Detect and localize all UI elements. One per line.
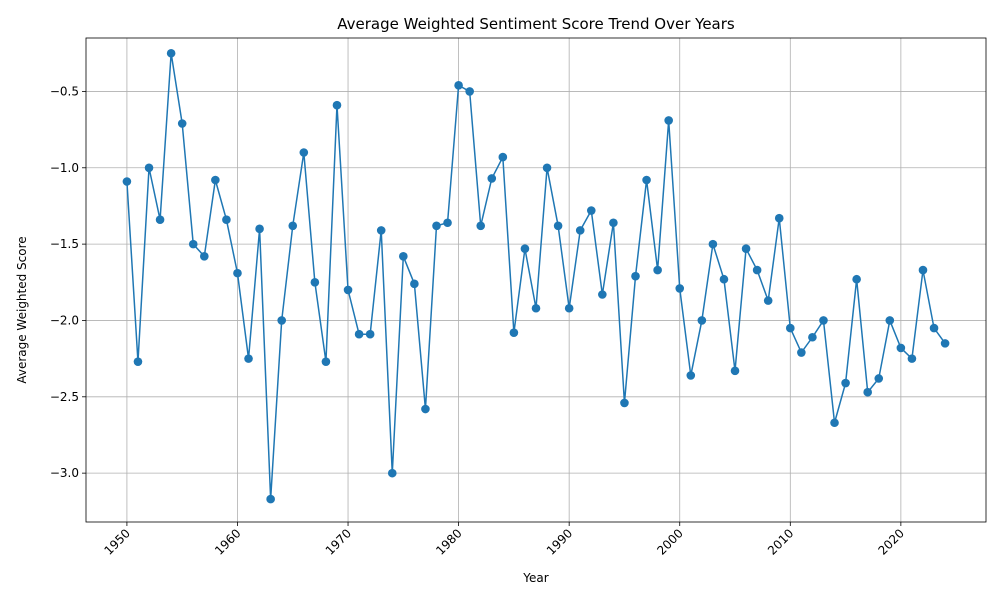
data-point (785, 323, 795, 333)
data-point (166, 48, 176, 58)
data-point (940, 339, 950, 348)
data-point (454, 81, 463, 90)
data-point (487, 174, 497, 183)
data-point (387, 468, 397, 478)
data-point (642, 175, 651, 185)
data-point (310, 277, 320, 287)
data-point (553, 221, 563, 231)
series-average-weighted-score (122, 48, 950, 504)
data-point (122, 177, 132, 186)
data-point (609, 218, 618, 228)
data-point (200, 252, 209, 261)
data-point (653, 265, 662, 275)
data-point (598, 290, 607, 299)
chart-title: Average Weighted Sentiment Score Trend O… (337, 15, 735, 33)
data-point (896, 343, 906, 353)
data-point (874, 374, 884, 383)
y-tick-label: −2.0 (50, 313, 79, 327)
data-point (885, 316, 895, 325)
data-point (299, 148, 309, 157)
data-point (664, 116, 673, 125)
data-point (763, 296, 773, 305)
data-point (498, 152, 508, 162)
data-point (288, 221, 298, 231)
y-axis-ticks: −3.0 −2.5 −2.0 −1.5 −1.0 −0.5 (50, 84, 86, 480)
data-point (354, 329, 364, 339)
data-point (177, 119, 187, 128)
data-point (211, 175, 220, 185)
data-point (730, 366, 740, 376)
data-point (432, 221, 441, 231)
data-point (631, 271, 640, 281)
data-point (620, 398, 629, 408)
data-point (819, 316, 828, 325)
data-point (774, 213, 784, 223)
data-point (863, 387, 872, 397)
y-tick-label: −1.5 (50, 237, 79, 251)
data-point (244, 354, 253, 363)
data-point (830, 418, 839, 428)
data-point (476, 221, 486, 231)
y-tick-label: −1.0 (50, 161, 79, 175)
data-point (907, 354, 917, 363)
data-point (277, 316, 287, 325)
data-point (155, 215, 165, 224)
data-point (410, 279, 419, 289)
data-point (399, 252, 408, 261)
data-point (421, 404, 430, 414)
data-point (586, 206, 596, 215)
data-point (697, 316, 707, 325)
data-point (708, 239, 718, 249)
data-point (542, 163, 552, 173)
data-point (133, 357, 143, 366)
y-axis-label: Average Weighted Score (15, 236, 29, 383)
data-point (509, 328, 519, 337)
data-point (741, 244, 751, 254)
y-tick-label: −0.5 (50, 84, 79, 98)
data-point (531, 303, 541, 313)
data-point (575, 226, 585, 235)
data-point (255, 224, 264, 234)
data-point (520, 244, 530, 254)
data-point (233, 268, 242, 278)
data-point (752, 265, 762, 275)
data-point (376, 226, 386, 235)
data-point (365, 329, 375, 339)
x-axis-label: Year (522, 571, 548, 585)
data-point (929, 323, 939, 333)
data-point (841, 378, 850, 388)
data-point (222, 215, 231, 224)
data-point (443, 218, 452, 228)
data-point (686, 371, 696, 380)
data-point (465, 87, 474, 96)
data-point (675, 284, 685, 293)
data-point (321, 357, 331, 366)
data-point (144, 163, 154, 173)
data-point (852, 274, 861, 284)
data-point (343, 285, 353, 295)
y-tick-label: −3.0 (50, 466, 79, 480)
y-tick-label: −2.5 (50, 390, 79, 404)
data-point (918, 265, 928, 275)
data-point (719, 274, 729, 284)
data-point (332, 100, 342, 110)
plot-frame (85, 37, 987, 523)
data-point (564, 303, 574, 313)
data-point (266, 494, 275, 504)
data-point (797, 348, 806, 357)
data-point (808, 332, 817, 342)
data-point (188, 239, 198, 249)
